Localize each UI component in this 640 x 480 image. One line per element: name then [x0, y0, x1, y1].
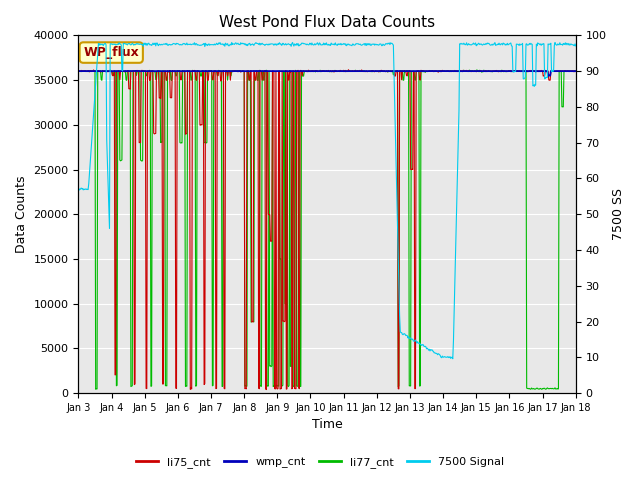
Title: West Pond Flux Data Counts: West Pond Flux Data Counts — [219, 15, 435, 30]
Y-axis label: Data Counts: Data Counts — [15, 176, 28, 253]
Legend: li75_cnt, wmp_cnt, li77_cnt, 7500 Signal: li75_cnt, wmp_cnt, li77_cnt, 7500 Signal — [131, 452, 509, 472]
Text: WP_flux: WP_flux — [83, 46, 139, 59]
Y-axis label: 7500 SS: 7500 SS — [612, 188, 625, 240]
X-axis label: Time: Time — [312, 419, 342, 432]
